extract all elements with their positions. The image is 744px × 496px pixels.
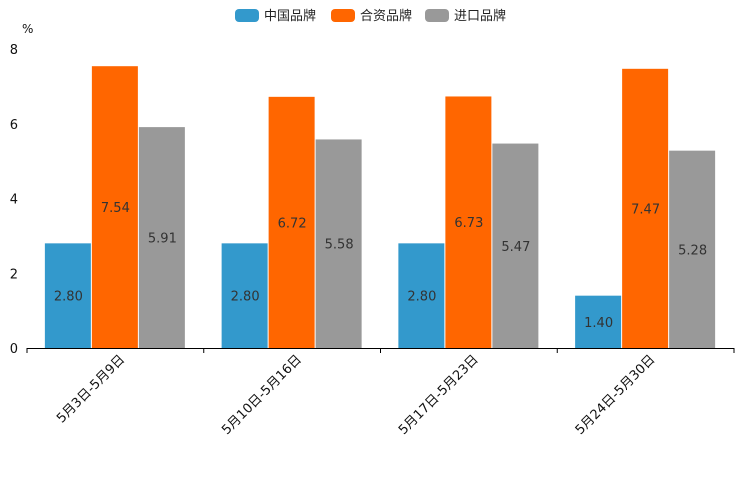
bar-value-label: 6.73	[454, 216, 483, 231]
y-tick-label: 0	[10, 342, 18, 357]
bar-value-label: 5.58	[325, 238, 354, 253]
x-category-label: 5月3日-5月9日	[54, 352, 128, 426]
y-axis: 0 2 4 6 8	[10, 43, 18, 357]
y-tick-label: 2	[10, 267, 18, 282]
legend-label: 合资品牌	[360, 8, 412, 24]
x-category-label: 5月10日-5月16日	[219, 352, 305, 438]
legend-label: 中国品牌	[264, 8, 316, 24]
bar-value-label: 2.80	[54, 290, 83, 305]
y-tick-label: 4	[10, 193, 18, 208]
bar-value-label: 7.47	[631, 202, 660, 217]
bar	[492, 143, 539, 348]
bar	[315, 139, 362, 348]
bar	[44, 243, 91, 348]
bar	[445, 96, 492, 348]
bar	[669, 150, 716, 348]
bar	[622, 68, 669, 348]
bar-value-label: 5.47	[501, 240, 530, 255]
bar-value-label: 1.40	[584, 316, 613, 331]
bar	[91, 66, 138, 348]
bar-value-label: 2.80	[231, 290, 260, 305]
legend-swatch	[425, 9, 449, 22]
bar-value-label: 6.72	[278, 216, 307, 231]
bar-value-label: 5.28	[678, 243, 707, 258]
legend-label: 进口品牌	[454, 8, 506, 24]
x-category-label: 5月17日-5月23日	[396, 352, 482, 438]
y-tick-label: 6	[10, 118, 18, 133]
bar	[268, 96, 315, 348]
bar	[221, 243, 268, 348]
x-axis: 5月3日-5月9日 5月10日-5月16日 5月17日-5月23日 5月24日-5月3…	[26, 348, 735, 438]
bar	[138, 127, 185, 349]
legend: 中国品牌 合资品牌 进口品牌	[235, 8, 506, 24]
x-category-label: 5月24日-5月30日	[573, 352, 659, 438]
bar	[575, 295, 622, 348]
legend-swatch	[331, 9, 355, 22]
bar-value-label: 2.80	[407, 290, 436, 305]
bar	[398, 243, 445, 348]
bars	[44, 66, 716, 349]
bar-value-label: 7.54	[101, 201, 130, 216]
y-tick-label: 8	[10, 43, 18, 58]
legend-swatch	[235, 9, 259, 22]
data-labels: 2.80 2.80 2.80 1.40 7.54 6.72 6.73 7.47 5.91 5.58…	[54, 201, 707, 331]
y-axis-unit-label: %	[22, 22, 33, 36]
bar-value-label: 5.91	[148, 232, 177, 247]
